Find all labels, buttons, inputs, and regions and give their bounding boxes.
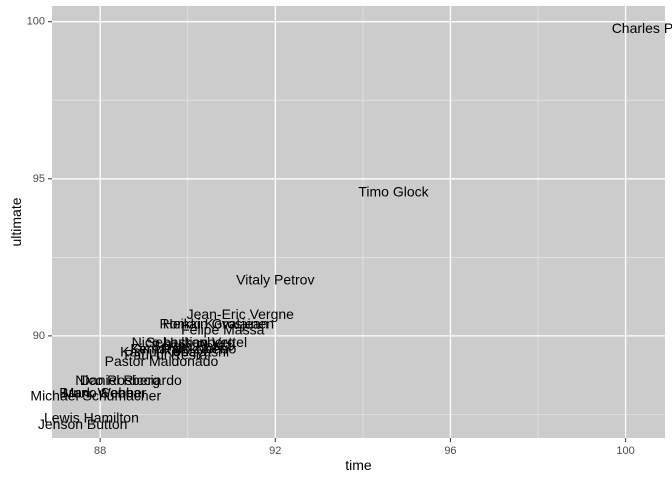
point-label: Vitaly Petrov bbox=[236, 271, 314, 287]
minor-gridlines bbox=[52, 6, 665, 438]
point-label: Bruno Senna bbox=[59, 384, 141, 400]
x-axis-title: time bbox=[345, 457, 372, 473]
x-tick-label: 88 bbox=[94, 445, 106, 457]
x-tick-label: 100 bbox=[616, 445, 634, 457]
point-label: Jean-Eric Vergne bbox=[187, 306, 295, 322]
point-label: Fernando Alonso bbox=[130, 340, 236, 356]
x-tick-label: 92 bbox=[269, 445, 281, 457]
point-label: Pastor Maldonado bbox=[105, 353, 219, 369]
point-label: Paul di Resta bbox=[124, 347, 207, 363]
point-label: Kamui Kobayashi bbox=[120, 344, 229, 360]
y-tick-label: 100 bbox=[27, 16, 45, 28]
panel-background bbox=[52, 6, 665, 438]
point-label: Michael Schumacher bbox=[30, 388, 161, 404]
point-label: Mark Webber bbox=[63, 384, 147, 400]
y-axis-title: ultimate bbox=[8, 197, 24, 246]
point-label: Felipe Massa bbox=[181, 322, 264, 338]
y-tick-label: 95 bbox=[33, 173, 45, 185]
point-label: Kimi Raikkonen bbox=[130, 340, 227, 356]
point-label: Sebastian Vettel bbox=[146, 334, 247, 350]
point-label: Timo Glock bbox=[358, 183, 429, 199]
major-gridlines bbox=[52, 6, 665, 438]
point-label: Nico Hulkenberg bbox=[132, 334, 236, 350]
x-tick-label: 96 bbox=[444, 445, 456, 457]
point-label: Charles Pic bbox=[612, 20, 672, 36]
point-label: Daniel Ricciardo bbox=[80, 372, 182, 388]
point-label: Lewis Hamilton bbox=[44, 410, 139, 426]
point-label: Nico Rosberg bbox=[75, 372, 160, 388]
axis-ticks: 88 92 96 100 90 95 100 bbox=[27, 16, 635, 457]
y-tick-label: 90 bbox=[33, 330, 45, 342]
point-label: Sergio Perez bbox=[152, 337, 233, 353]
point-labels: Charles Pic Timo Glock Vitaly Petrov Jean-E… bbox=[30, 20, 672, 432]
point-label: Heikki Kovalainen bbox=[163, 315, 274, 331]
point-label: Romain Grosjean bbox=[160, 315, 269, 331]
point-label: Jenson Button bbox=[38, 416, 128, 432]
